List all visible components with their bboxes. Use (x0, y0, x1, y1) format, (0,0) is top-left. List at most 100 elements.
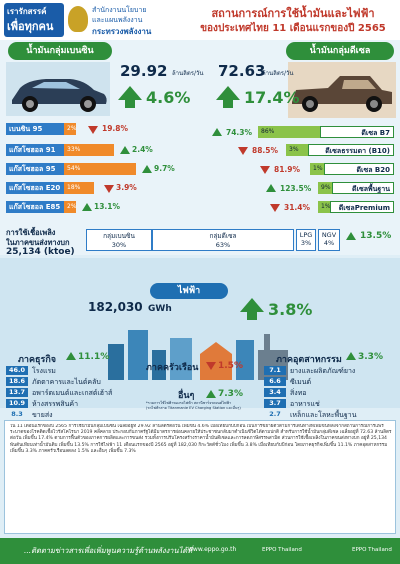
business-item-name: ห้างสรรพสินค้า (32, 400, 79, 408)
gasoline-row-change: 2.4% (132, 145, 153, 154)
electricity-section-title: ไฟฟ้า (150, 283, 228, 299)
diesel-value: 72.63 (218, 62, 266, 80)
gasoline-unit: ล้านลิตร/วัน (172, 70, 204, 77)
business-item-name: ภัตตาคารและไนต์คลับ (32, 378, 101, 386)
page-title: สถานการณ์การใช้น้ำมันและไฟฟ้า (211, 7, 375, 20)
industry-item-pct: 2.7 (269, 410, 281, 418)
share-name: NGV (321, 231, 337, 239)
diesel-section-title: น้ำมันกลุ่มดีเซล (286, 42, 394, 60)
diesel-row-label: ดีเซลธรรมดา (B10) (308, 144, 394, 156)
share-pct: 4% (323, 239, 335, 247)
business-item-name: อพาร์ตเมนต์และเกสต์เฮ้าส์ (32, 389, 113, 397)
diesel-up-arrow-icon (216, 86, 240, 108)
down-arrow-icon (238, 147, 248, 155)
share-name: กลุ่มดีเซล (209, 232, 237, 240)
diesel-row-change: 81.9% (274, 165, 301, 174)
other-change: 7.3% (218, 389, 243, 399)
electricity-unit: GWh (148, 304, 172, 314)
diesel-change: 17.4% (244, 88, 300, 107)
transport-share-diesel: กลุ่มดีเซล 63% (152, 229, 294, 251)
footer-social-link[interactable]: EPPO Thailand (352, 547, 392, 553)
down-arrow-icon (206, 362, 216, 370)
share-pct: 30% (111, 241, 127, 249)
gasoline-change: 4.6% (146, 88, 191, 107)
footer (0, 538, 400, 564)
ministry-emblem-icon (68, 6, 88, 32)
logo-line2: เพื่อทุกคน (7, 20, 54, 33)
gasoline-row-share: 54% (64, 163, 136, 175)
down-arrow-icon (260, 166, 270, 174)
industry-item-pct: 7.1 (264, 366, 286, 375)
industry-item-name: เหล็กและโลหะพื้นฐาน (290, 411, 357, 419)
footer-website-link[interactable]: www.eppo.go.th (188, 546, 237, 553)
residential-change: 1.5% (218, 361, 243, 371)
business-item-pct: 18.6 (6, 377, 28, 386)
summary-box (4, 420, 396, 534)
diesel-row-share: 3% (286, 144, 308, 156)
share-name: กลุ่มเบนซิน (103, 232, 135, 240)
business-item-pct: 13.7 (6, 388, 28, 397)
business-item-name: ขายส่ง (32, 411, 53, 419)
down-arrow-icon (104, 185, 114, 193)
city-skyline-icon (108, 330, 288, 380)
gasoline-value: 29.92 (120, 62, 168, 80)
diesel-row-change: 31.4% (284, 203, 311, 212)
diesel-row-change: 88.5% (252, 146, 279, 155)
share-pct: 3% (300, 239, 312, 247)
footer-facebook-link[interactable]: EPPO Thailand (262, 547, 302, 553)
campaign-logo (4, 3, 64, 37)
page-subtitle: ของประเทศไทย 11 เดือนแรกของปี 2565 (200, 23, 386, 34)
diesel-row-change: 74.3% (226, 128, 253, 137)
share-pct: 63% (215, 241, 231, 249)
gasoline-row-label: แก๊สโซฮอล 91 (6, 144, 64, 156)
agency-name-line2: และแผนพลังงาน (92, 16, 143, 24)
diesel-row-share: 1% (318, 201, 331, 213)
gasoline-row-share: 2% (64, 123, 77, 135)
other-note-line2: (รถไฟฟ้าสาย Titanmanie EV Charging Stati… (146, 406, 241, 410)
industry-item-pct: 3.7 (264, 399, 286, 408)
gasoline-row-change: 13.1% (94, 202, 121, 211)
up-arrow-icon (120, 146, 130, 154)
gasoline-row-label: แก๊สโซฮอล E20 (6, 182, 64, 194)
gasoline-row-share: 18% (64, 182, 94, 194)
up-arrow-icon (142, 165, 152, 173)
gasoline-row-change: 19.8% (102, 124, 129, 133)
diesel-row-share: 1% (310, 163, 324, 175)
up-arrow-icon (206, 390, 216, 398)
logo-line1: เรารักสรรค์ (7, 7, 47, 16)
gasoline-row-change: 3.9% (116, 183, 137, 192)
industry-item-pct: 3.4 (264, 388, 286, 397)
industry-change: 3.3% (358, 352, 383, 362)
header (0, 0, 400, 40)
agency-name-line1: สำนักงานนโยบาย (92, 6, 147, 14)
industry-item-pct: 6.6 (264, 377, 286, 386)
business-item-pct: 46.0 (6, 366, 28, 375)
other-title: อื่นๆ (178, 391, 195, 401)
industry-item-name: อาหารแช่ (290, 400, 320, 408)
business-item-pct: 8.3 (11, 410, 23, 418)
industry-item-name: ซีเมนต์ (290, 378, 312, 386)
summary-text: ใน 11 เดือนแรกของปี 2565 การใช้น้ำมันกลุ… (10, 424, 392, 454)
business-change: 11.1% (78, 352, 110, 362)
gasoline-section-title: น้ำมันกลุ่มเบนซิน (8, 42, 112, 60)
transport-label-line1: การใช้เชื้อเพลิง (6, 228, 56, 237)
industry-item-name: สิ่งทอ (290, 389, 307, 397)
diesel-row-share: 86% (258, 126, 320, 138)
gasoline-row-share: 2% (64, 201, 77, 213)
down-arrow-icon (88, 126, 98, 134)
pickup-truck-icon (288, 62, 396, 118)
electricity-value: 182,030 (88, 300, 143, 314)
diesel-unit: ล้านลิตร/วัน (262, 70, 294, 77)
diesel-row-label: ดีเซลพื้นฐาน (332, 182, 394, 194)
up-arrow-icon (346, 352, 356, 360)
diesel-row-label: ดีเซล B20 (324, 163, 394, 175)
transport-share-ngv: NGV 4% (318, 229, 340, 251)
transport-share-gasoline: กลุ่มเบนซิน 30% (86, 229, 152, 251)
gasoline-row-change: 9.7% (154, 164, 175, 173)
transport-total: 25,134 (ktoe) (6, 247, 75, 257)
business-item-pct: 10.9 (6, 399, 28, 408)
diesel-row-label: ดีเซลPremium (330, 201, 394, 213)
up-arrow-icon (212, 128, 222, 136)
down-arrow-icon (270, 204, 280, 212)
share-name: LPG (299, 231, 313, 239)
